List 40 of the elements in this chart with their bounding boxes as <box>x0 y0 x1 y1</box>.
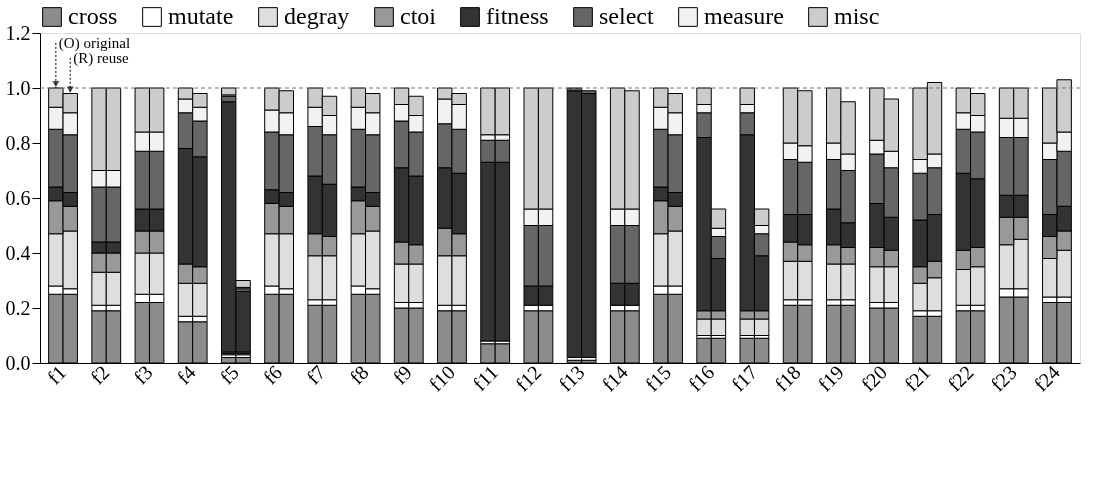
legend-label: degray <box>284 3 350 29</box>
x-tick-label: f10 <box>424 361 460 396</box>
x-tick-label: f15 <box>640 361 676 396</box>
x-tick-label: f17 <box>727 361 762 396</box>
y-tick-label: 0.4 <box>5 241 31 264</box>
legend-label: select <box>599 3 654 29</box>
legend-label: measure <box>704 3 784 29</box>
x-tick-label: f1 <box>42 361 71 389</box>
y-tick-label: 0.0 <box>5 351 31 374</box>
x-tick-label: f6 <box>258 361 287 389</box>
x-tick-label: f3 <box>129 361 157 389</box>
y-tick-label: 0.6 <box>5 186 31 209</box>
x-tick-label: f5 <box>215 361 243 389</box>
x-tick-label: f19 <box>813 361 848 396</box>
x-tick-label: f24 <box>1029 361 1065 396</box>
x-tick-label: f4 <box>172 361 200 389</box>
x-tick-label: f9 <box>388 361 416 389</box>
x-tick-label: f13 <box>554 361 589 396</box>
x-tick-label: f7 <box>302 361 330 389</box>
x-tick-label: f14 <box>597 361 632 396</box>
x-tick-label: f18 <box>770 361 805 396</box>
x-tick-label: f2 <box>85 361 114 389</box>
y-tick-label: 1.0 <box>5 76 31 99</box>
legend-label: ctoi <box>400 3 437 29</box>
y-tick-label: 0.2 <box>5 296 31 319</box>
x-tick-label: f8 <box>345 361 373 389</box>
y-tick-label: 0.8 <box>5 131 31 154</box>
x-tick-label: f23 <box>986 361 1021 396</box>
y-tick-label: 1.2 <box>5 21 31 44</box>
x-tick-label: f22 <box>943 361 978 396</box>
legend-label: cross <box>68 3 118 29</box>
x-tick-label: f11 <box>468 361 503 395</box>
x-tick-label: f20 <box>856 361 892 396</box>
legend-label: mutate <box>168 3 234 29</box>
x-tick-label: f21 <box>899 361 935 396</box>
legend-label: fitness <box>486 3 549 29</box>
annotation: (O) original <box>58 34 131 52</box>
legend-label: misc <box>834 3 880 29</box>
x-tick-label: f12 <box>511 361 546 396</box>
x-tick-label: f16 <box>683 361 719 396</box>
